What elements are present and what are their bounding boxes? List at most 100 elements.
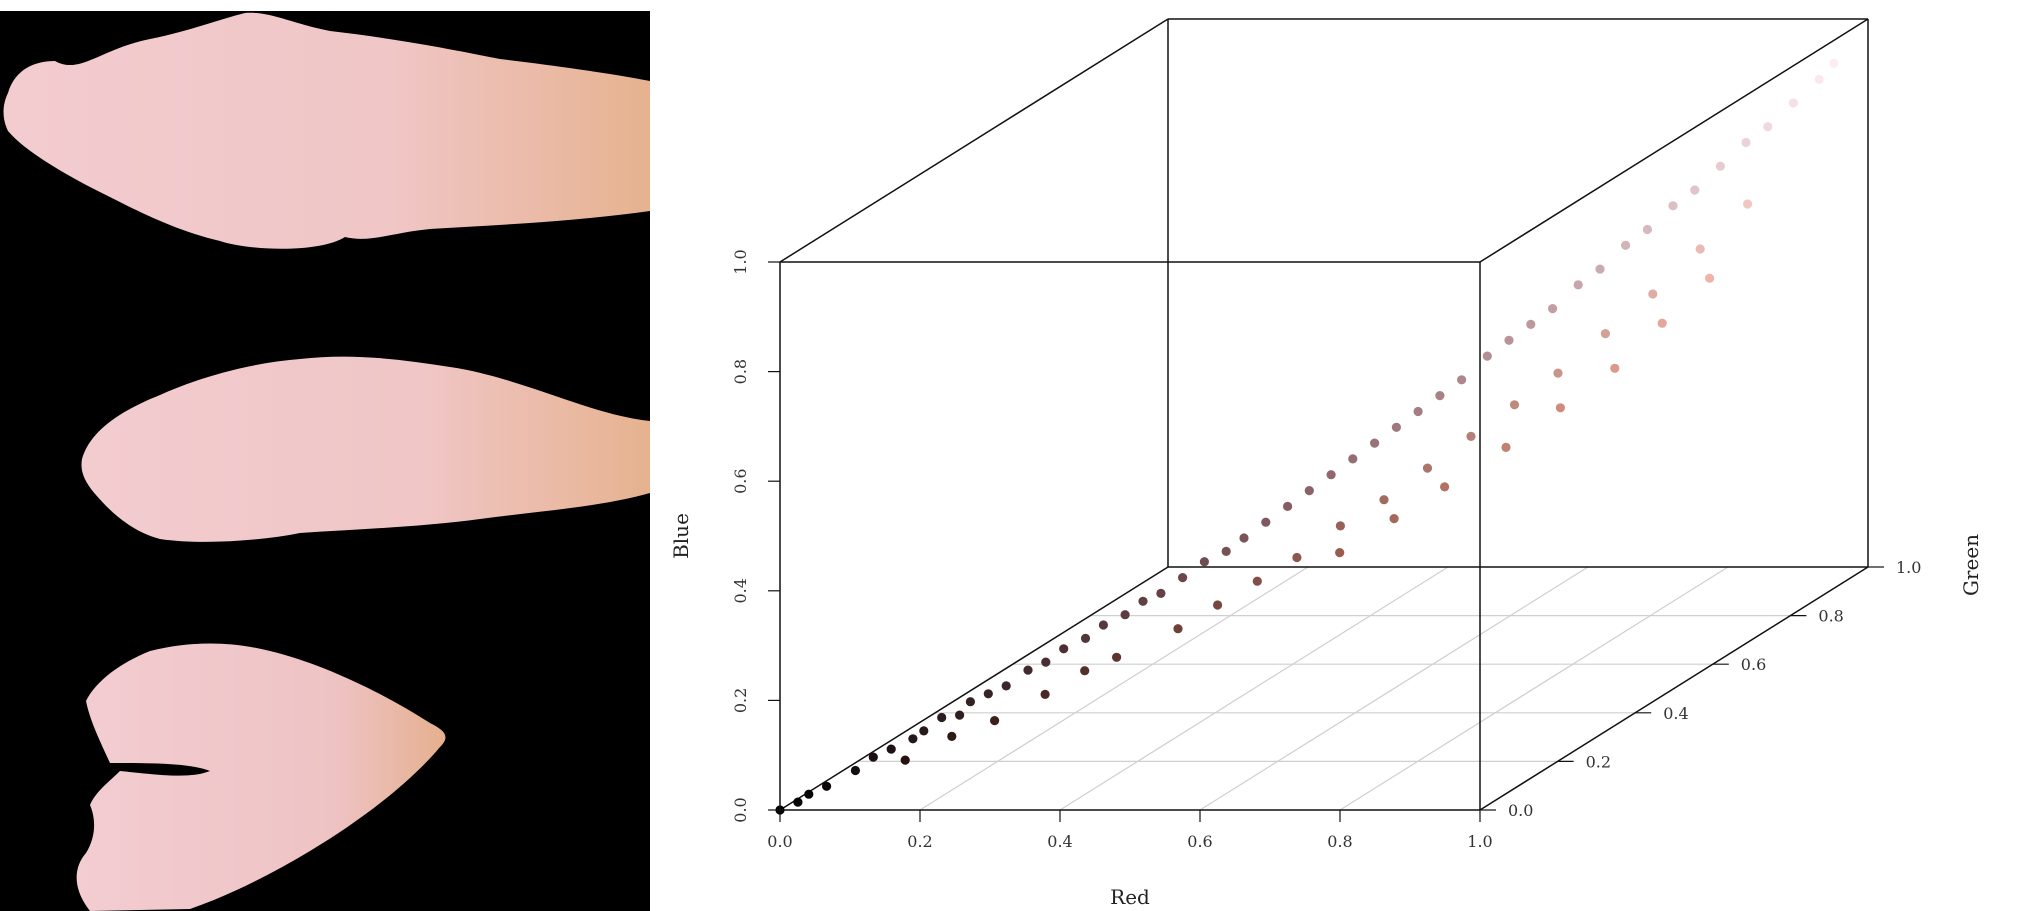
x-axis-tick-label: 0.8 <box>1327 832 1352 851</box>
box-edge <box>1479 18 1869 263</box>
data-point <box>1788 98 1798 108</box>
data-point <box>1413 406 1423 417</box>
data-point <box>1041 657 1051 667</box>
data-point <box>1600 329 1610 339</box>
grid-line-x <box>1199 566 1589 811</box>
z-axis-tick-label: 1.0 <box>731 249 750 274</box>
data-point <box>1440 482 1450 492</box>
data-point <box>886 744 896 754</box>
data-point <box>1482 351 1492 361</box>
data-point <box>965 697 976 707</box>
data-point <box>983 689 993 699</box>
y-axis-tick-label: 0.2 <box>1586 752 1611 771</box>
data-point <box>1504 335 1514 345</box>
data-point <box>1156 588 1166 599</box>
data-point <box>1526 319 1536 329</box>
data-point <box>1763 122 1773 132</box>
data-point <box>1642 224 1652 235</box>
data-point <box>1814 74 1824 84</box>
x-axis-tick-label: 0.4 <box>1047 832 1072 851</box>
x-axis-tick-label: 0.6 <box>1187 832 1212 851</box>
data-point <box>1326 470 1336 480</box>
data-point <box>1610 363 1620 373</box>
data-point <box>1221 546 1231 557</box>
data-point <box>1335 521 1345 531</box>
x-axis-tick-label: 0.0 <box>767 832 792 851</box>
data-points <box>775 58 1839 815</box>
data-point <box>1199 557 1209 567</box>
z-axis-tick-label: 0.6 <box>731 468 750 493</box>
y-axis-tick-label: 0.0 <box>1508 801 1533 820</box>
data-point <box>822 781 832 791</box>
data-point <box>1283 501 1293 511</box>
x-axis-tick-label: 0.2 <box>907 832 932 851</box>
y-axis-tick-label: 0.4 <box>1663 704 1688 723</box>
data-point <box>1501 442 1511 452</box>
data-point <box>1648 289 1658 299</box>
data-point <box>1173 624 1183 634</box>
data-point <box>1261 517 1271 527</box>
data-point <box>1292 552 1302 563</box>
data-point <box>1098 620 1108 630</box>
z-axis-tick-label: 0.0 <box>731 797 750 822</box>
data-point <box>1379 495 1389 505</box>
data-point <box>793 797 803 807</box>
x-axis-tick-label: 1.0 <box>1467 832 1492 851</box>
data-point <box>1715 161 1725 171</box>
data-point <box>1457 375 1467 385</box>
data-point <box>1555 403 1565 413</box>
grid-line-x <box>919 566 1309 811</box>
data-point <box>1573 280 1583 290</box>
data-point <box>1595 264 1605 274</box>
data-point <box>1304 486 1314 496</box>
data-point <box>1023 665 1033 675</box>
data-point <box>1621 240 1631 250</box>
floor-grid <box>857 566 1791 811</box>
data-point <box>947 731 957 742</box>
data-point <box>919 726 929 736</box>
data-point <box>1422 463 1433 473</box>
data-point <box>900 755 910 765</box>
box-edge <box>779 18 1169 263</box>
data-point <box>1743 199 1753 209</box>
z-axis-tick-label: 0.8 <box>731 359 750 384</box>
data-point <box>1040 689 1050 700</box>
data-point <box>1120 610 1130 620</box>
axis-ticks: 0.0 0.2 0.4 0.6 0.8 1.0 0.0 0.2 0.4 0.6 0.8 1.0 0.0 0… <box>731 249 1921 851</box>
data-point <box>1705 273 1715 283</box>
data-point <box>1239 533 1249 543</box>
box-edge <box>1479 566 1869 811</box>
data-point <box>804 789 814 799</box>
plot-box-front-edges <box>779 261 1869 811</box>
y-axis-tick-label: 0.6 <box>1741 655 1766 674</box>
data-point <box>868 752 878 762</box>
y-axis-title: Green <box>1959 534 1983 596</box>
data-point <box>1348 454 1358 464</box>
data-point <box>1435 391 1445 401</box>
box-edge <box>779 566 1169 811</box>
y-axis-tick-label: 0.8 <box>1818 607 1843 626</box>
data-point <box>1690 185 1700 195</box>
data-point <box>1335 548 1345 558</box>
grid-line-x <box>1059 566 1449 811</box>
data-point <box>1509 400 1520 410</box>
petal-photo <box>3 12 650 911</box>
data-point <box>1829 58 1839 68</box>
y-axis-tick-label: 1.0 <box>1896 558 1921 577</box>
petal-middle <box>81 356 650 542</box>
data-point <box>1741 137 1751 148</box>
data-point <box>1391 422 1401 432</box>
data-point <box>1059 644 1069 654</box>
data-point <box>1389 514 1399 524</box>
data-point <box>990 716 1000 726</box>
petal-top <box>3 12 650 249</box>
data-point <box>1213 600 1223 610</box>
data-point <box>955 710 965 720</box>
grid-line-x <box>1339 566 1729 811</box>
data-point <box>908 734 918 744</box>
data-point <box>937 712 947 723</box>
data-point <box>1553 368 1563 378</box>
data-point <box>1695 244 1705 254</box>
data-point <box>1138 596 1148 606</box>
